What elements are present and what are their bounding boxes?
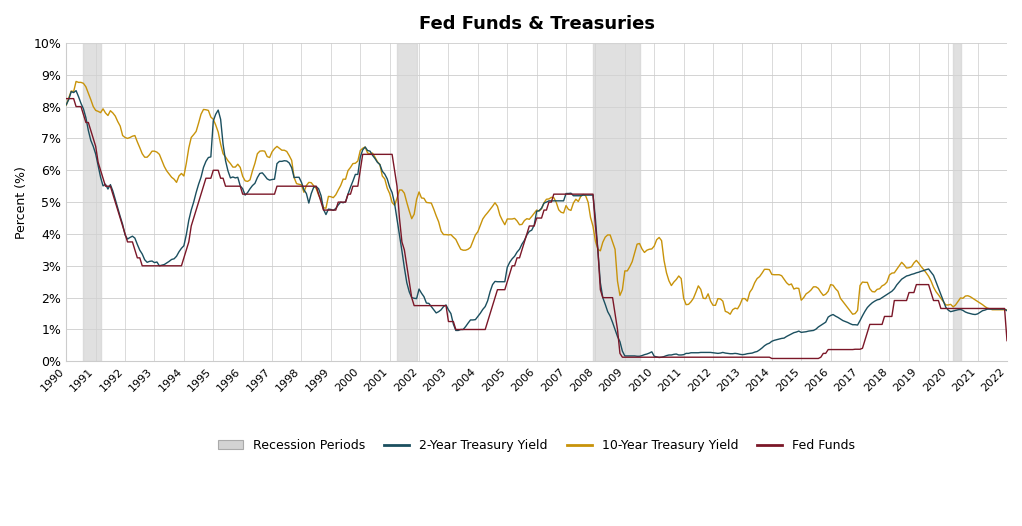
- Bar: [593, 43, 640, 361]
- Title: Fed Funds & Treasuries: Fed Funds & Treasuries: [419, 15, 655, 33]
- Bar: [84, 43, 101, 361]
- Bar: [397, 43, 417, 361]
- Legend: Recession Periods, 2-Year Treasury Yield, 10-Year Treasury Yield, Fed Funds: Recession Periods, 2-Year Treasury Yield…: [214, 434, 860, 457]
- Bar: [954, 43, 961, 361]
- Y-axis label: Percent (%): Percent (%): [15, 166, 28, 239]
